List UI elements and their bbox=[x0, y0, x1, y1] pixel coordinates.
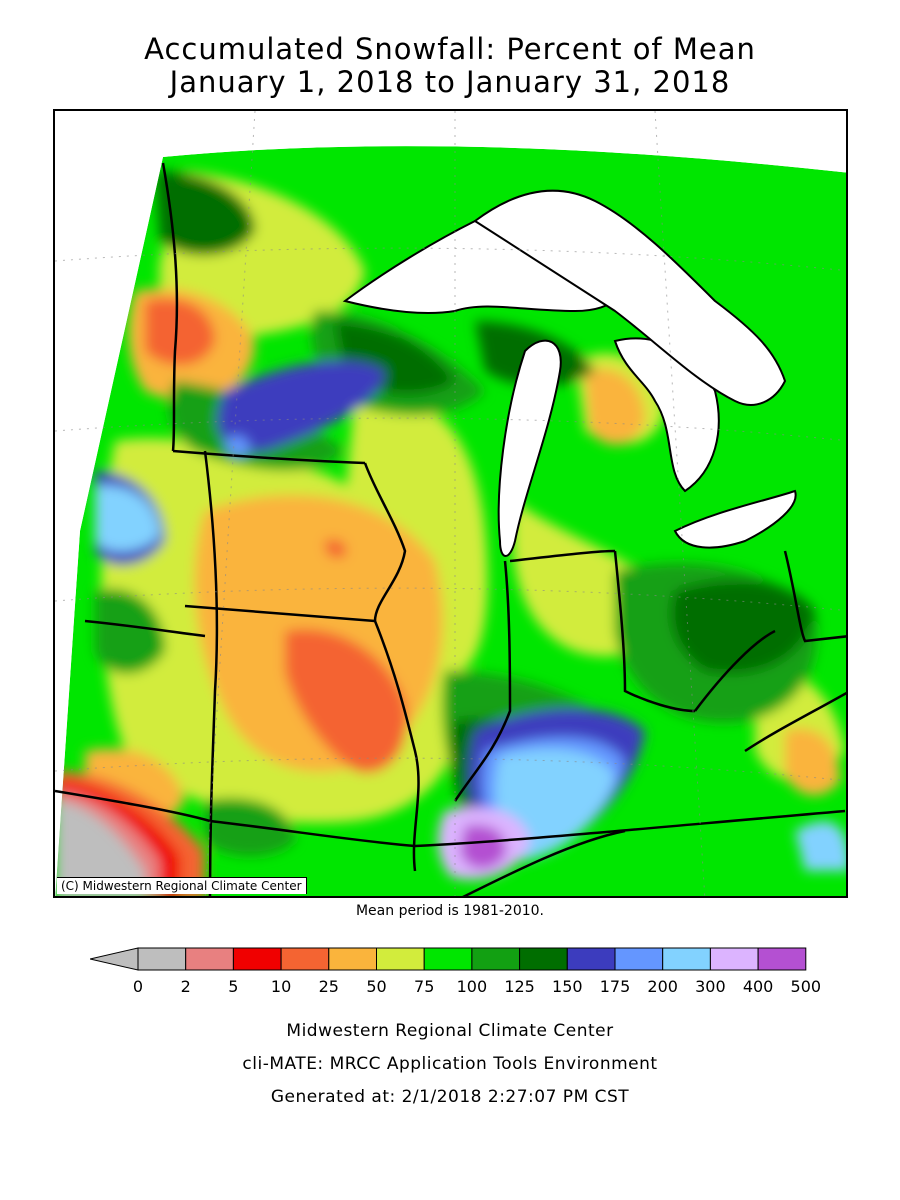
legend-swatch bbox=[566, 947, 616, 971]
legend-tick-label: 150 bbox=[552, 977, 583, 996]
legend-tick-label: 50 bbox=[366, 977, 386, 996]
contour-25-50-kentucky bbox=[785, 728, 840, 796]
legend-below-arrow bbox=[90, 947, 139, 971]
legend-tick-label: 200 bbox=[647, 977, 678, 996]
legend-swatch bbox=[280, 947, 330, 971]
legend-tick-label: 10 bbox=[271, 977, 291, 996]
legend-swatch bbox=[614, 947, 664, 971]
boundary-in-mi bbox=[509, 549, 616, 563]
legend-swatch bbox=[662, 947, 711, 971]
boundary-tn-ky bbox=[414, 809, 846, 848]
legend-swatch bbox=[232, 947, 282, 971]
boundary-il-mo bbox=[373, 620, 420, 872]
boundary-sd-ne bbox=[84, 619, 206, 638]
boundary-oh-wv bbox=[694, 629, 776, 712]
legend-swatch bbox=[185, 947, 234, 971]
contour-125-150-north bbox=[155, 171, 255, 255]
boundary-ia-mo bbox=[184, 604, 376, 623]
legend-swatch bbox=[423, 947, 473, 971]
map-title-line-2: January 1, 2018 to January 31, 2018 bbox=[169, 65, 731, 99]
contour-0-2-southwest bbox=[55, 801, 145, 896]
legend-tick-label: 75 bbox=[414, 977, 434, 996]
boundary-in-oh bbox=[613, 550, 696, 713]
legend-swatch bbox=[757, 947, 807, 971]
contour-175-200-minnesota bbox=[225, 435, 250, 457]
boundary-ky-va bbox=[744, 691, 846, 753]
contour-10-25-missouri bbox=[285, 629, 407, 773]
snowfall-map-canvas bbox=[55, 111, 846, 896]
legend-tick-label: 25 bbox=[319, 977, 339, 996]
mean-period-note: Mean period is 1981-2010. bbox=[355, 903, 545, 919]
legend-tick-label: 400 bbox=[743, 977, 774, 996]
contour-10-25-iowa bbox=[324, 539, 347, 558]
legend-tick-label: 5 bbox=[228, 977, 238, 996]
color-scale-legend: 0 2 5 10 25 50 75 100 125 150 175 200 300 400 500 bbox=[90, 947, 822, 996]
contour-200-300-southeast bbox=[795, 821, 846, 871]
contour-100-125-nebraska bbox=[95, 589, 165, 674]
boundary-oh-pa bbox=[783, 550, 846, 643]
ontario-land bbox=[473, 189, 787, 406]
legend-tick-label: 0 bbox=[133, 977, 143, 996]
footer-generated-time: Generated at: 2/1/2018 2:27:07 PM CST bbox=[270, 1087, 630, 1107]
legend-tick-label: 500 bbox=[791, 977, 822, 996]
contour-125-150-ohio bbox=[671, 580, 815, 674]
contour-25-50-michigan bbox=[585, 368, 645, 445]
footer-tool-name: cli-MATE: MRCC Application Tools Environ… bbox=[242, 1054, 658, 1074]
contour-150-175-minnesota bbox=[217, 360, 385, 452]
boundary-south bbox=[462, 829, 626, 896]
boundary-co-ks bbox=[55, 789, 211, 823]
snowfall-map: (C) Midwestern Regional Climate Center bbox=[53, 109, 848, 898]
legend-tick-label: 175 bbox=[600, 977, 631, 996]
contour-100-125-oklahoma bbox=[205, 798, 295, 856]
legend-swatch bbox=[328, 947, 378, 971]
legend-tick-label: 300 bbox=[695, 977, 726, 996]
boundary-ia-il bbox=[363, 462, 407, 622]
contour-400-500-south bbox=[460, 825, 506, 869]
lake-erie bbox=[673, 489, 797, 549]
map-title-line-1: Accumulated Snowfall: Percent of Mean bbox=[144, 32, 756, 66]
legend-tick-label: 125 bbox=[504, 977, 535, 996]
graticule bbox=[55, 111, 846, 896]
legend-swatch bbox=[376, 947, 425, 971]
boundary-nd-mn bbox=[161, 162, 179, 452]
boundary-mn-ia bbox=[172, 449, 366, 465]
contour-10-25-north-dakota bbox=[145, 298, 215, 365]
boundary-ks-ok bbox=[209, 819, 416, 848]
outside-domain-mask bbox=[55, 111, 846, 896]
contour-fields bbox=[55, 146, 846, 896]
lake-michigan bbox=[497, 339, 562, 557]
legend-swatch bbox=[519, 947, 568, 971]
contour-200-300-west bbox=[95, 485, 160, 552]
legend-tick-label: 2 bbox=[181, 977, 191, 996]
copyright-label: (C) Midwestern Regional Climate Center bbox=[57, 877, 307, 894]
legend-swatch bbox=[471, 947, 521, 971]
state-boundaries bbox=[55, 162, 846, 896]
legend-swatch bbox=[137, 947, 187, 971]
boundary-il-in bbox=[453, 560, 512, 802]
legend-swatch bbox=[709, 947, 759, 971]
footer-organization: Midwestern Regional Climate Center bbox=[286, 1021, 614, 1041]
legend-tick-label: 100 bbox=[457, 977, 488, 996]
